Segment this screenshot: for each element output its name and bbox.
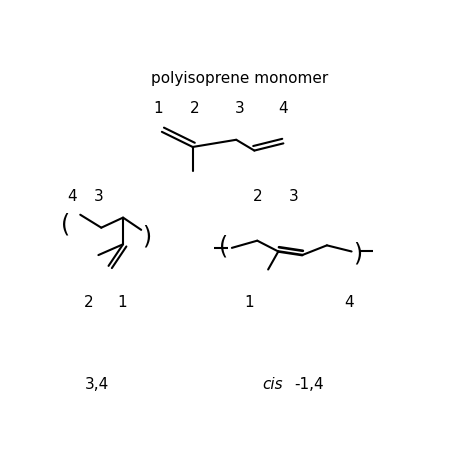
Text: 4: 4	[67, 189, 77, 204]
Text: 3: 3	[289, 189, 299, 204]
Text: 1: 1	[117, 295, 127, 310]
Text: (: (	[61, 212, 70, 236]
Text: 4: 4	[278, 101, 288, 116]
Text: 2: 2	[252, 189, 262, 204]
Text: 2: 2	[190, 101, 199, 116]
Text: 2: 2	[83, 295, 93, 310]
Text: polyisoprene monomer: polyisoprene monomer	[151, 71, 329, 86]
Text: (: (	[219, 234, 228, 258]
Text: cis: cis	[262, 377, 283, 392]
Text: 1: 1	[154, 101, 163, 116]
Text: 4: 4	[344, 295, 353, 310]
Text: 3: 3	[94, 189, 104, 204]
Text: ): )	[142, 224, 151, 249]
Text: 1: 1	[244, 295, 254, 310]
Text: ): )	[353, 241, 363, 266]
Text: 3: 3	[235, 101, 245, 116]
Text: -1,4: -1,4	[294, 377, 324, 392]
Text: 3,4: 3,4	[84, 377, 109, 392]
